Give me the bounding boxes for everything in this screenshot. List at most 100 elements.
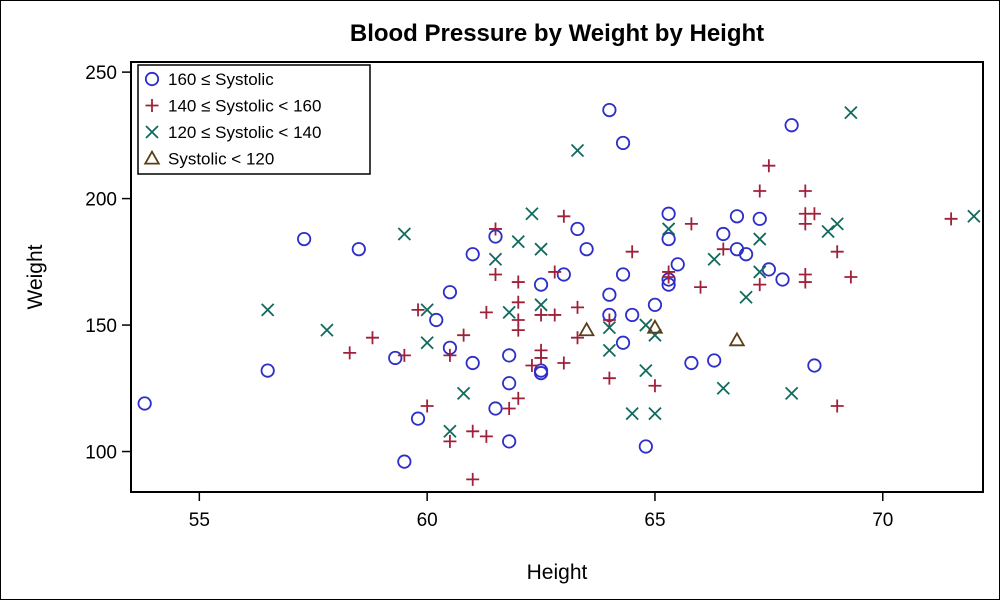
data-point bbox=[557, 356, 571, 370]
data-point bbox=[752, 211, 767, 226]
data-point bbox=[694, 280, 708, 294]
data-point bbox=[707, 252, 721, 266]
data-point bbox=[967, 209, 981, 223]
data-point bbox=[420, 336, 434, 350]
data-point bbox=[525, 207, 539, 221]
data-point bbox=[420, 399, 434, 413]
data-point bbox=[571, 331, 585, 345]
data-point bbox=[625, 245, 639, 259]
data-point bbox=[647, 297, 663, 312]
data-point bbox=[944, 212, 958, 226]
data-point bbox=[684, 355, 699, 371]
data-point bbox=[615, 135, 631, 151]
legend-marker bbox=[143, 149, 161, 165]
data-point bbox=[343, 346, 357, 360]
data-point bbox=[602, 287, 617, 302]
data-point bbox=[525, 359, 539, 373]
data-point bbox=[465, 247, 480, 262]
data-point bbox=[466, 424, 480, 438]
data-point bbox=[442, 285, 458, 300]
legend-marker bbox=[145, 125, 159, 139]
legend: 160 ≤ Systolic 140 ≤ Systolic < 160 120 ≤ … bbox=[137, 64, 371, 175]
data-point bbox=[762, 159, 776, 173]
data-point bbox=[716, 242, 730, 256]
data-point bbox=[602, 313, 616, 327]
x-axis-title: Height bbox=[527, 561, 588, 584]
data-point bbox=[548, 265, 562, 279]
data-point bbox=[320, 323, 334, 337]
data-point bbox=[578, 321, 595, 337]
legend-box bbox=[137, 64, 371, 175]
data-point bbox=[351, 242, 366, 257]
data-point bbox=[488, 401, 503, 416]
data-point bbox=[753, 184, 767, 198]
data-point bbox=[411, 303, 425, 317]
data-point bbox=[670, 257, 685, 272]
data-point bbox=[479, 305, 493, 319]
data-point bbox=[716, 226, 731, 242]
data-point bbox=[511, 275, 525, 289]
y-axis-title: Weight bbox=[24, 244, 47, 309]
legend-label: 120 ≤ Systolic < 140 bbox=[168, 123, 321, 142]
data-point bbox=[716, 381, 730, 395]
data-point bbox=[488, 222, 502, 236]
legend-item: Systolic < 120 bbox=[143, 149, 274, 169]
data-point bbox=[798, 184, 812, 198]
data-point bbox=[602, 343, 617, 357]
data-point bbox=[502, 348, 517, 363]
y-tick-label: 250 bbox=[85, 63, 117, 84]
series-triangle bbox=[578, 318, 746, 347]
data-point bbox=[502, 376, 517, 391]
legend-marker bbox=[144, 71, 160, 87]
data-point bbox=[488, 267, 502, 281]
y-tick-label: 150 bbox=[85, 316, 117, 337]
data-point bbox=[443, 434, 457, 448]
data-point bbox=[738, 247, 754, 262]
data-point bbox=[661, 206, 676, 221]
data-point bbox=[753, 278, 767, 292]
data-point bbox=[753, 232, 767, 246]
x-axis: 55 60 65 70 bbox=[189, 492, 893, 531]
data-point bbox=[534, 298, 548, 312]
data-point bbox=[534, 351, 548, 365]
data-point bbox=[556, 267, 571, 282]
data-point bbox=[397, 454, 412, 469]
data-point bbox=[365, 331, 379, 345]
data-point bbox=[534, 242, 548, 256]
legend-item: 160 ≤ Systolic bbox=[144, 70, 274, 89]
data-point bbox=[753, 265, 767, 279]
data-point bbox=[420, 303, 434, 317]
data-point bbox=[457, 328, 471, 342]
data-point bbox=[639, 363, 653, 378]
data-point bbox=[648, 379, 662, 393]
data-point bbox=[502, 434, 517, 449]
x-tick-label: 65 bbox=[644, 510, 665, 531]
data-point bbox=[502, 305, 516, 320]
plot-area bbox=[130, 61, 984, 493]
data-point bbox=[602, 320, 617, 335]
data-point bbox=[625, 406, 639, 421]
data-point bbox=[570, 221, 585, 237]
data-point bbox=[579, 242, 594, 257]
data-point bbox=[488, 252, 503, 266]
data-point bbox=[784, 118, 799, 133]
data-point bbox=[397, 227, 412, 241]
legend-label: 140 ≤ Systolic < 160 bbox=[168, 97, 321, 116]
data-point bbox=[260, 363, 275, 378]
data-point bbox=[807, 358, 822, 373]
data-point bbox=[502, 402, 516, 416]
series-x bbox=[261, 105, 981, 438]
data-point bbox=[646, 318, 664, 334]
data-point bbox=[443, 424, 457, 438]
x-tick-label: 60 bbox=[417, 510, 438, 531]
data-point bbox=[729, 209, 745, 224]
data-point bbox=[807, 207, 821, 221]
data-point bbox=[830, 217, 844, 231]
legend-item: 140 ≤ Systolic < 160 bbox=[145, 97, 321, 116]
data-points bbox=[137, 102, 981, 486]
data-point bbox=[830, 245, 844, 259]
data-point bbox=[443, 348, 457, 362]
y-axis: 100 150 200 250 bbox=[85, 63, 131, 464]
data-point bbox=[511, 313, 525, 327]
